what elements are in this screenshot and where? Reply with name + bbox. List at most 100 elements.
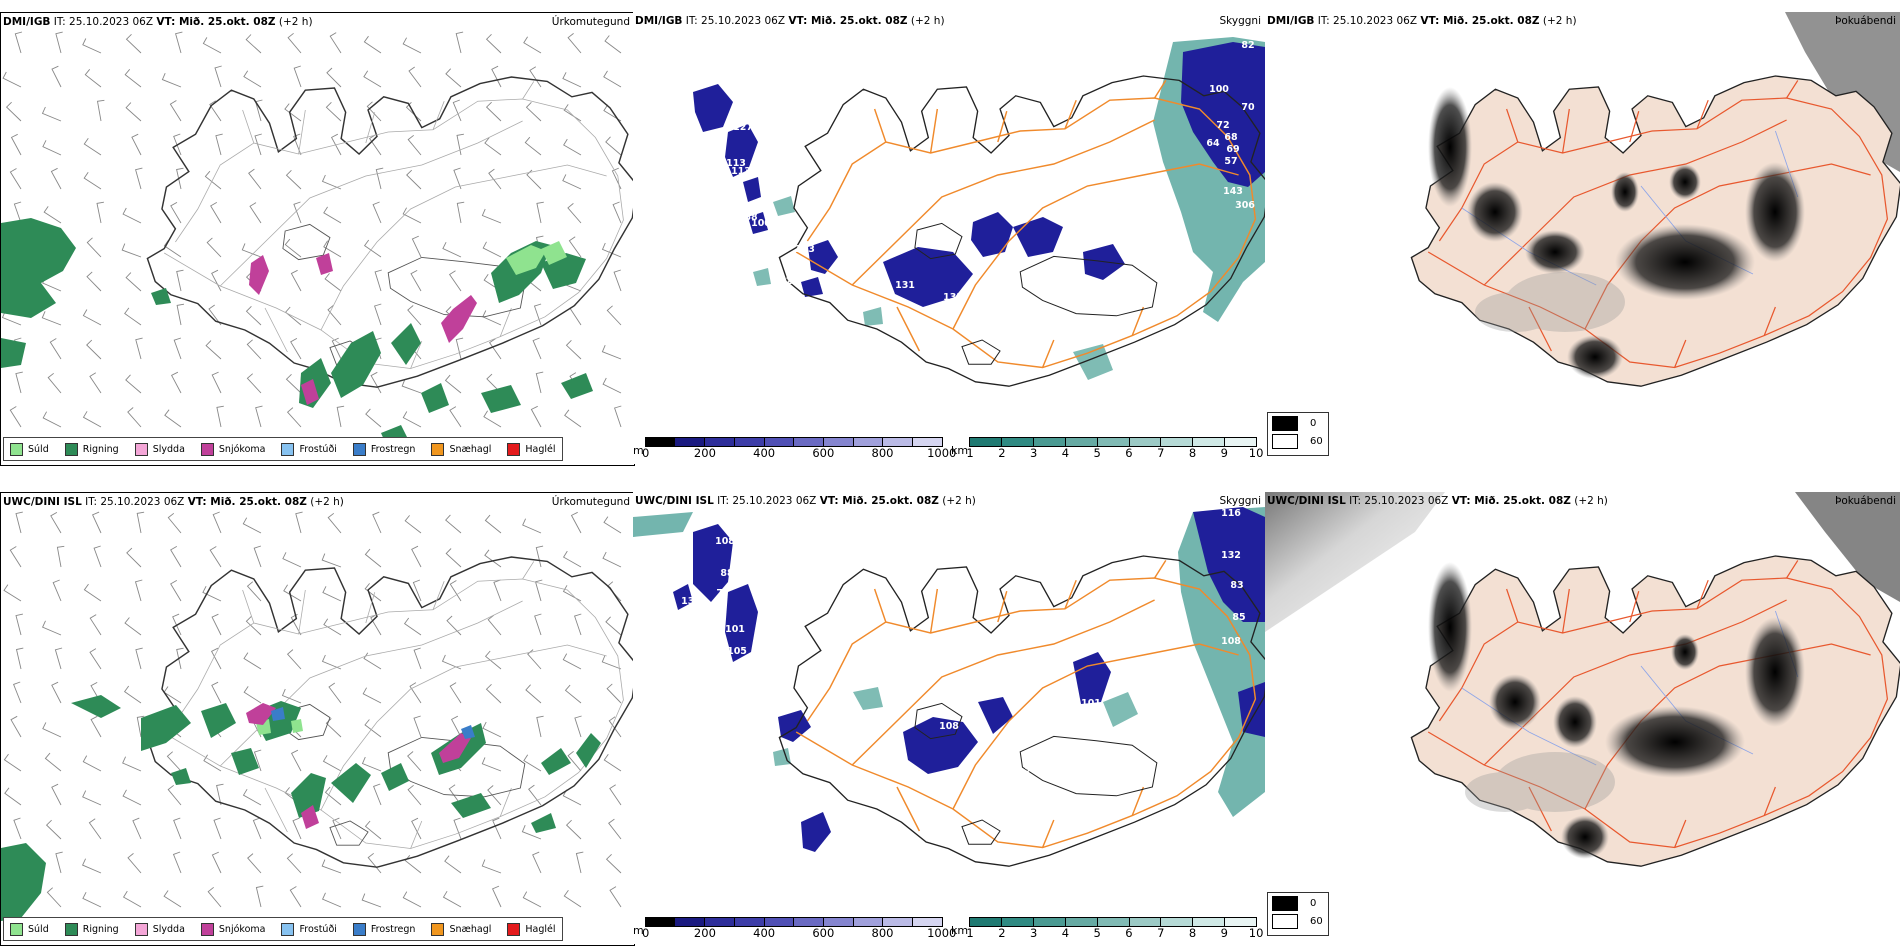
fog-legend-swatch [1272, 896, 1298, 911]
wind-barb [209, 546, 222, 568]
wind-barb [364, 583, 382, 602]
wind-barb [363, 70, 382, 88]
wind-barb [125, 33, 142, 54]
colorbar-cell [1161, 438, 1194, 446]
wind-barb [603, 70, 622, 88]
wind-barb [15, 371, 23, 394]
wind-barb [286, 649, 302, 670]
wind-barb [241, 243, 262, 258]
wind-barb [255, 885, 264, 908]
visibility-value: 108 [715, 536, 735, 547]
wind-barb [176, 647, 184, 670]
wind-barb [290, 269, 302, 292]
wind-barb [409, 682, 422, 704]
wind-barb [124, 307, 142, 326]
init-time: IT: 25.10.2023 06Z [717, 495, 817, 507]
wind-barb [249, 202, 262, 224]
legend-item: Súld [10, 442, 49, 456]
legend-swatch [134, 442, 148, 456]
wind-barb [52, 579, 62, 602]
wind-barb [243, 70, 262, 88]
wind-barb [535, 371, 544, 394]
fog-legend-row: 0 [1268, 893, 1328, 911]
wind-barb [361, 893, 382, 908]
wind-barb [375, 167, 384, 190]
wind-barb [567, 33, 582, 54]
wind-barb [564, 409, 582, 428]
wind-barb [173, 817, 182, 840]
wind-barb [456, 133, 464, 156]
wind-barb [568, 236, 582, 258]
wind-barb [124, 617, 142, 636]
wind-barb [534, 613, 542, 636]
fog-title-bottom: UWC/DINI ISL IT: 25.10.2023 06Z VT: Mið.… [1267, 495, 1608, 507]
fog-panel-top: DMI/IGB IT: 25.10.2023 06Z VT: Mið. 25.o… [1265, 12, 1900, 464]
wind-barb [176, 167, 184, 190]
visibility-value: 132 [928, 304, 948, 315]
wind-barb [203, 754, 222, 772]
colorbar-unit: m [633, 924, 644, 937]
wind-barb [10, 715, 22, 738]
wind-barb [446, 615, 462, 636]
wind-barb [445, 514, 462, 534]
visibility-value: 306 [1235, 200, 1255, 211]
wind-barb [455, 31, 464, 54]
colorbar-tick: 2 [998, 446, 1006, 460]
colorbar-meters-bottom: m 0 200 400 600 800 1000 [633, 917, 956, 943]
wind-barb [602, 551, 622, 568]
wind-barb [603, 104, 622, 122]
wind-barb [522, 891, 542, 908]
very-low-vis-blue [673, 507, 1265, 852]
visibility-value: 97 [1024, 764, 1037, 775]
colorbar-tick: 800 [871, 446, 894, 460]
wind-barb [336, 405, 345, 428]
wind-barb [605, 136, 622, 156]
wind-barb [247, 853, 262, 874]
wind-barb [289, 886, 302, 908]
visibility-value: 90 [1081, 714, 1095, 725]
colorbar-cell [913, 438, 942, 446]
wind-barb [535, 545, 544, 568]
colorbar-km-top: km 1 2 3 4 5 6 7 8 9 10 [951, 437, 1263, 463]
legend-label: Snjókoma [218, 443, 266, 455]
colorbar-cell [764, 438, 795, 446]
wind-barb [487, 614, 502, 636]
legend-label: Snæhagl [449, 443, 492, 455]
wind-barb [205, 340, 222, 360]
visibility-value: 105 [838, 326, 858, 337]
wind-barb [166, 751, 182, 772]
wind-barb [132, 817, 142, 840]
wind-barb [210, 647, 222, 670]
wind-barb [486, 373, 502, 394]
wind-barb [13, 201, 22, 224]
visibility-value: 133 [795, 244, 815, 255]
frost-drizzle [271, 707, 475, 739]
colorbar-cell [1033, 918, 1066, 926]
wind-barb [50, 167, 62, 190]
wind-barb [255, 405, 263, 428]
wind-barb [362, 687, 382, 704]
colorbar-tick: 7 [1157, 926, 1165, 940]
fog-dark-patches [1428, 562, 1805, 859]
wind-barb [91, 511, 102, 534]
colorbar-tick: 2 [998, 926, 1006, 940]
visibility-value: 132 [1221, 550, 1241, 561]
precip-label-top: Úrkomutegund [551, 16, 630, 28]
wind-barb [450, 715, 462, 738]
wind-barb [565, 819, 582, 840]
wind-barb [243, 652, 262, 670]
valid-time: VT: Mið. 25.okt. 08Z [819, 495, 939, 507]
visibility-value: 81 [729, 179, 742, 190]
fog-gray-areas [1475, 272, 1625, 332]
wind-barb [122, 756, 142, 772]
wind-barb [96, 99, 105, 122]
colorbar-tick: 600 [812, 446, 835, 460]
colorbar-tick: 5 [1093, 926, 1101, 940]
wind-barb [15, 511, 23, 534]
wind-barb [204, 170, 222, 190]
colorbar-meters-top: m 0 200 400 600 800 1000 [633, 437, 956, 463]
wind-barb [285, 373, 302, 394]
wind-barb [562, 653, 582, 670]
visibility-value: 87 [736, 84, 749, 95]
wind-barb [321, 859, 342, 874]
